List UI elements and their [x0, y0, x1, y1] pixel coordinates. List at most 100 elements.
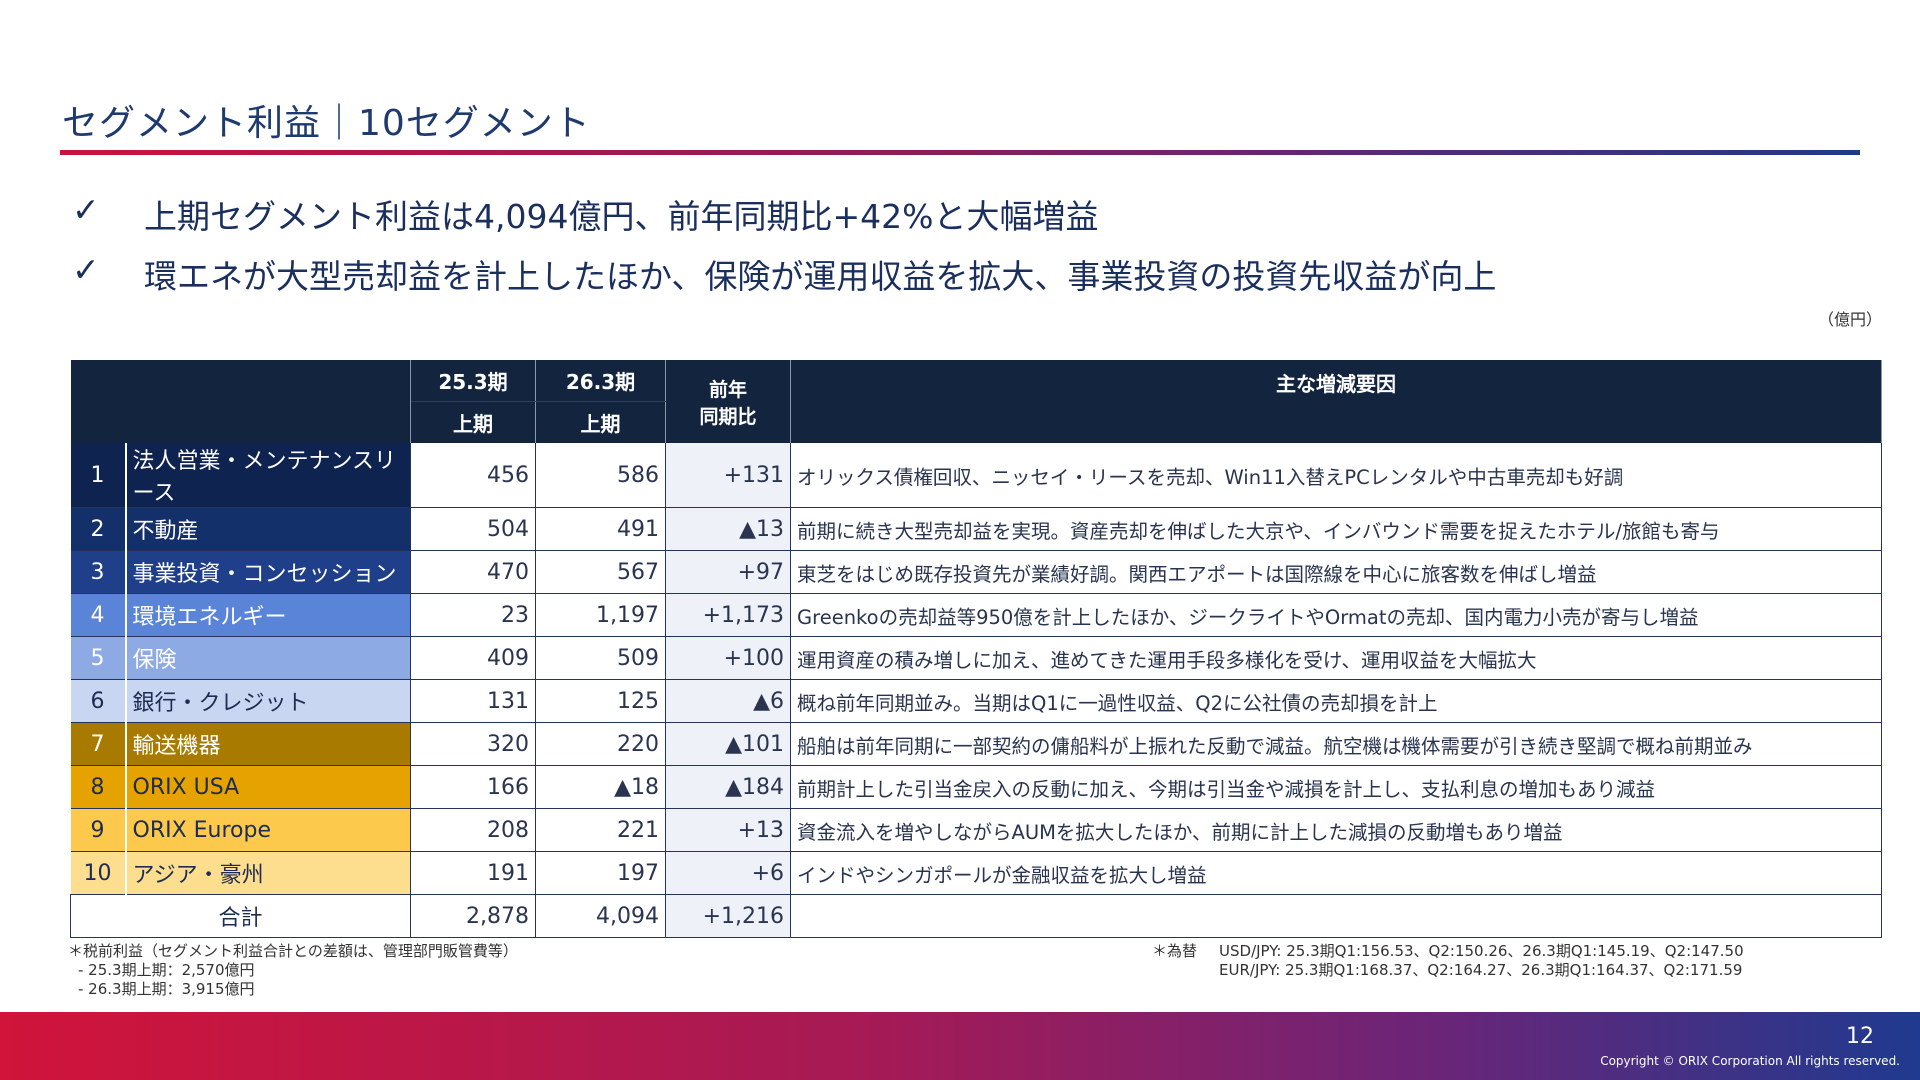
segment-number: 2 [70, 507, 127, 551]
total-row: 合計 2,878 4,094 +1,216 [70, 894, 1882, 938]
bullet-2: ✓ 環エネが大型売却益を計上したほか、保険が運用収益を拡大、事業投資の投資先収益が… [72, 250, 1496, 298]
reason-text: 資金流入を増やしながらAUMを拡大したほか、前期に計上した減損の反動増もあり増益 [790, 808, 1882, 852]
check-icon: ✓ [72, 190, 100, 229]
footnote-line: ＊税前利益（セグメント利益合計との差額は、管理部門販管費等） [68, 942, 518, 960]
value-25-h1: 470 [410, 550, 536, 594]
fx-usd: USD/JPY: 25.3期Q1:156.53、Q2:150.26、26.3期Q… [1219, 942, 1744, 960]
value-yoy: +6 [665, 851, 791, 895]
reason-text: 前期に続き大型売却益を実現。資産売却を伸ばした大京や、インバウンド需要を捉えたホ… [790, 507, 1882, 551]
footnote-line: - 26.3期上期：3,915億円 [78, 980, 255, 998]
table-row: 6 銀行・クレジット 131 125 ▲6 概ね前年同期並み。当期はQ1に一過性… [70, 679, 1882, 723]
copyright: Copyright © ORIX Corporation All rights … [1600, 1054, 1900, 1068]
value-26-h1: 1,197 [535, 593, 666, 637]
unit-label: （億円） [1817, 310, 1882, 329]
segment-name: 銀行・クレジット [125, 679, 411, 723]
value-26-h1: 567 [535, 550, 666, 594]
total-reason [790, 894, 1882, 938]
fx-eur: EUR/JPY: 25.3期Q1:168.37、Q2:164.27、26.3期Q… [1219, 961, 1743, 979]
value-26-h1: 221 [535, 808, 666, 852]
segment-number: 8 [70, 765, 127, 809]
page-number: 12 [1846, 1024, 1874, 1049]
footnote-line: - 25.3期上期：2,570億円 [78, 961, 255, 979]
bullet-1: ✓ 上期セグメント利益は4,094億円、前年同期比+42%と大幅増益 [72, 190, 1098, 238]
segment-name: 保険 [125, 636, 411, 680]
value-yoy: +13 [665, 808, 791, 852]
value-26-h1: 125 [535, 679, 666, 723]
bullet-text: 上期セグメント利益は4,094億円、前年同期比+42%と大幅増益 [144, 197, 1099, 236]
segment-name: 環境エネルギー [125, 593, 411, 637]
segment-name: 事業投資・コンセッション [125, 550, 411, 594]
value-25-h1: 166 [410, 765, 536, 809]
footer-bar [0, 1012, 1920, 1080]
value-25-h1: 23 [410, 593, 536, 637]
table-row: 7 輸送機器 320 220 ▲101 船舶は前年同期に一部契約の傭船料が上振れ… [70, 722, 1882, 766]
value-yoy: ▲13 [665, 507, 791, 551]
reason-text: 運用資産の積み増しに加え、進めてきた運用手段多様化を受け、運用収益を大幅拡大 [790, 636, 1882, 680]
table-row: 1 法人営業・メンテナンスリース 456 586 +131 オリックス債権回収、… [70, 443, 1882, 508]
header-period-25: 25.3期 [410, 360, 536, 402]
value-yoy: ▲184 [665, 765, 791, 809]
value-25-h1: 504 [410, 507, 536, 551]
value-26-h1: 491 [535, 507, 666, 551]
page-title: セグメント利益｜10セグメント [62, 103, 591, 144]
segment-name: アジア・豪州 [125, 851, 411, 895]
value-26-h1: 509 [535, 636, 666, 680]
segment-name: ORIX Europe [125, 808, 411, 852]
segment-number: 7 [70, 722, 127, 766]
title-divider [60, 150, 1860, 155]
reason-text: Greenkoの売却益等950億を計上したほか、ジークライトやOrmatの売却、… [790, 593, 1882, 637]
bullet-text: 環エネが大型売却益を計上したほか、保険が運用収益を拡大、事業投資の投資先収益が向… [144, 257, 1497, 296]
total-label: 合計 [70, 894, 411, 938]
reason-text: 概ね前年同期並み。当期はQ1に一過性収益、Q2に公社債の売却損を計上 [790, 679, 1882, 723]
table-row: 5 保険 409 509 +100 運用資産の積み増しに加え、進めてきた運用手段… [70, 636, 1882, 680]
value-26-h1: ▲18 [535, 765, 666, 809]
reason-text: オリックス債権回収、ニッセイ・リースを売却、Win11入替えPCレンタルや中古車… [790, 443, 1882, 508]
total-26-h1: 4,094 [535, 894, 666, 938]
value-25-h1: 409 [410, 636, 536, 680]
value-yoy: ▲6 [665, 679, 791, 723]
header-reason: 主な増減要因 [790, 360, 1882, 443]
segment-number: 9 [70, 808, 127, 852]
value-26-h1: 586 [535, 443, 666, 508]
check-icon: ✓ [72, 250, 100, 289]
reason-text: 前期計上した引当金戻入の反動に加え、今期は引当金や減損を計上し、支払利息の増加も… [790, 765, 1882, 809]
header-blank [70, 360, 411, 443]
footnote-fx: ＊為替 USD/JPY: 25.3期Q1:156.53、Q2:150.26、26… [1152, 942, 1744, 980]
value-yoy: +100 [665, 636, 791, 680]
reason-text: インドやシンガポールが金融収益を拡大し増益 [790, 851, 1882, 895]
reason-text: 船舶は前年同期に一部契約の傭船料が上振れた反動で減益。航空機は機体需要が引き続き… [790, 722, 1882, 766]
total-yoy: +1,216 [665, 894, 791, 938]
segment-number: 1 [70, 443, 127, 508]
footnote-pretax: ＊税前利益（セグメント利益合計との差額は、管理部門販管費等） - 25.3期上期… [68, 942, 518, 999]
value-yoy: ▲101 [665, 722, 791, 766]
value-25-h1: 208 [410, 808, 536, 852]
value-25-h1: 320 [410, 722, 536, 766]
header-h1-25: 上期 [410, 401, 536, 443]
value-yoy: +97 [665, 550, 791, 594]
value-yoy: +131 [665, 443, 791, 508]
segment-name: 輸送機器 [125, 722, 411, 766]
header-h1-26: 上期 [535, 401, 666, 443]
segment-number: 5 [70, 636, 127, 680]
table-row: 9 ORIX Europe 208 221 +13 資金流入を増やしながらAUM… [70, 808, 1882, 852]
segment-number: 6 [70, 679, 127, 723]
segment-number: 10 [70, 851, 127, 895]
table-row: 10 アジア・豪州 191 197 +6 インドやシンガポールが金融収益を拡大し… [70, 851, 1882, 895]
segment-name: 法人営業・メンテナンスリース [125, 443, 411, 508]
header-yoy: 前年 同期比 [665, 360, 791, 443]
segment-number: 4 [70, 593, 127, 637]
reason-text: 東芝をはじめ既存投資先が業績好調。関西エアポートは国際線を中心に旅客数を伸ばし増… [790, 550, 1882, 594]
value-25-h1: 191 [410, 851, 536, 895]
table-row: 4 環境エネルギー 23 1,197 +1,173 Greenkoの売却益等95… [70, 593, 1882, 637]
table-row: 3 事業投資・コンセッション 470 567 +97 東芝をはじめ既存投資先が業… [70, 550, 1882, 594]
segment-number: 3 [70, 550, 127, 594]
segment-name: ORIX USA [125, 765, 411, 809]
value-yoy: +1,173 [665, 593, 791, 637]
header-period-26: 26.3期 [535, 360, 666, 402]
value-26-h1: 197 [535, 851, 666, 895]
table-row: 8 ORIX USA 166 ▲18 ▲184 前期計上した引当金戻入の反動に加… [70, 765, 1882, 809]
value-25-h1: 456 [410, 443, 536, 508]
value-25-h1: 131 [410, 679, 536, 723]
value-26-h1: 220 [535, 722, 666, 766]
total-25-h1: 2,878 [410, 894, 536, 938]
